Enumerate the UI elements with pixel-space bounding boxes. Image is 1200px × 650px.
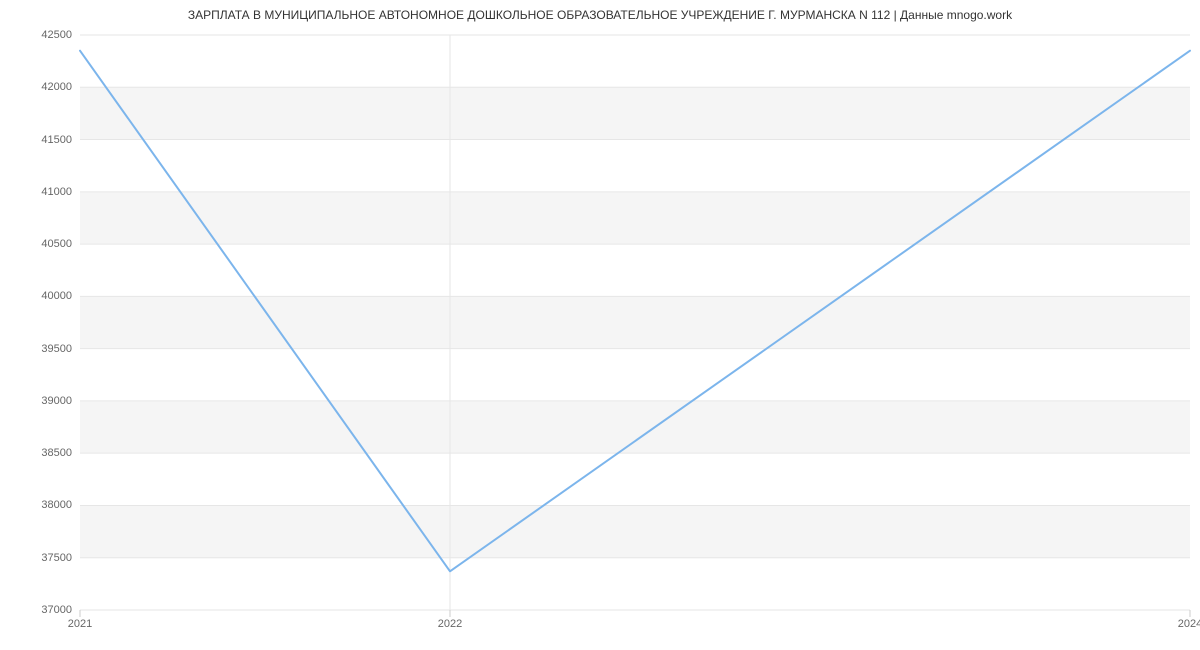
y-tick-label: 40500	[41, 238, 72, 250]
y-tick-label: 38500	[41, 447, 72, 459]
salary-chart: ЗАРПЛАТА В МУНИЦИПАЛЬНОЕ АВТОНОМНОЕ ДОШК…	[0, 0, 1200, 650]
y-tick-label: 39000	[41, 395, 72, 407]
chart-title: ЗАРПЛАТА В МУНИЦИПАЛЬНОЕ АВТОНОМНОЕ ДОШК…	[0, 8, 1200, 22]
y-tick-label: 38000	[41, 499, 72, 511]
y-tick-label: 42500	[41, 29, 72, 41]
x-tick-label: 2022	[438, 618, 462, 630]
y-tick-label: 40000	[41, 290, 72, 302]
y-tick-label: 37000	[41, 604, 72, 616]
y-tick-label: 41000	[41, 186, 72, 198]
y-tick-label: 42000	[41, 81, 72, 93]
y-tick-label: 41500	[41, 134, 72, 146]
plot-area: 3700037500380003850039000395004000040500…	[80, 35, 1190, 610]
y-tick-label: 39500	[41, 343, 72, 355]
x-tick-label: 2024	[1178, 618, 1200, 630]
x-tick-label: 2021	[68, 618, 92, 630]
y-tick-label: 37500	[41, 552, 72, 564]
